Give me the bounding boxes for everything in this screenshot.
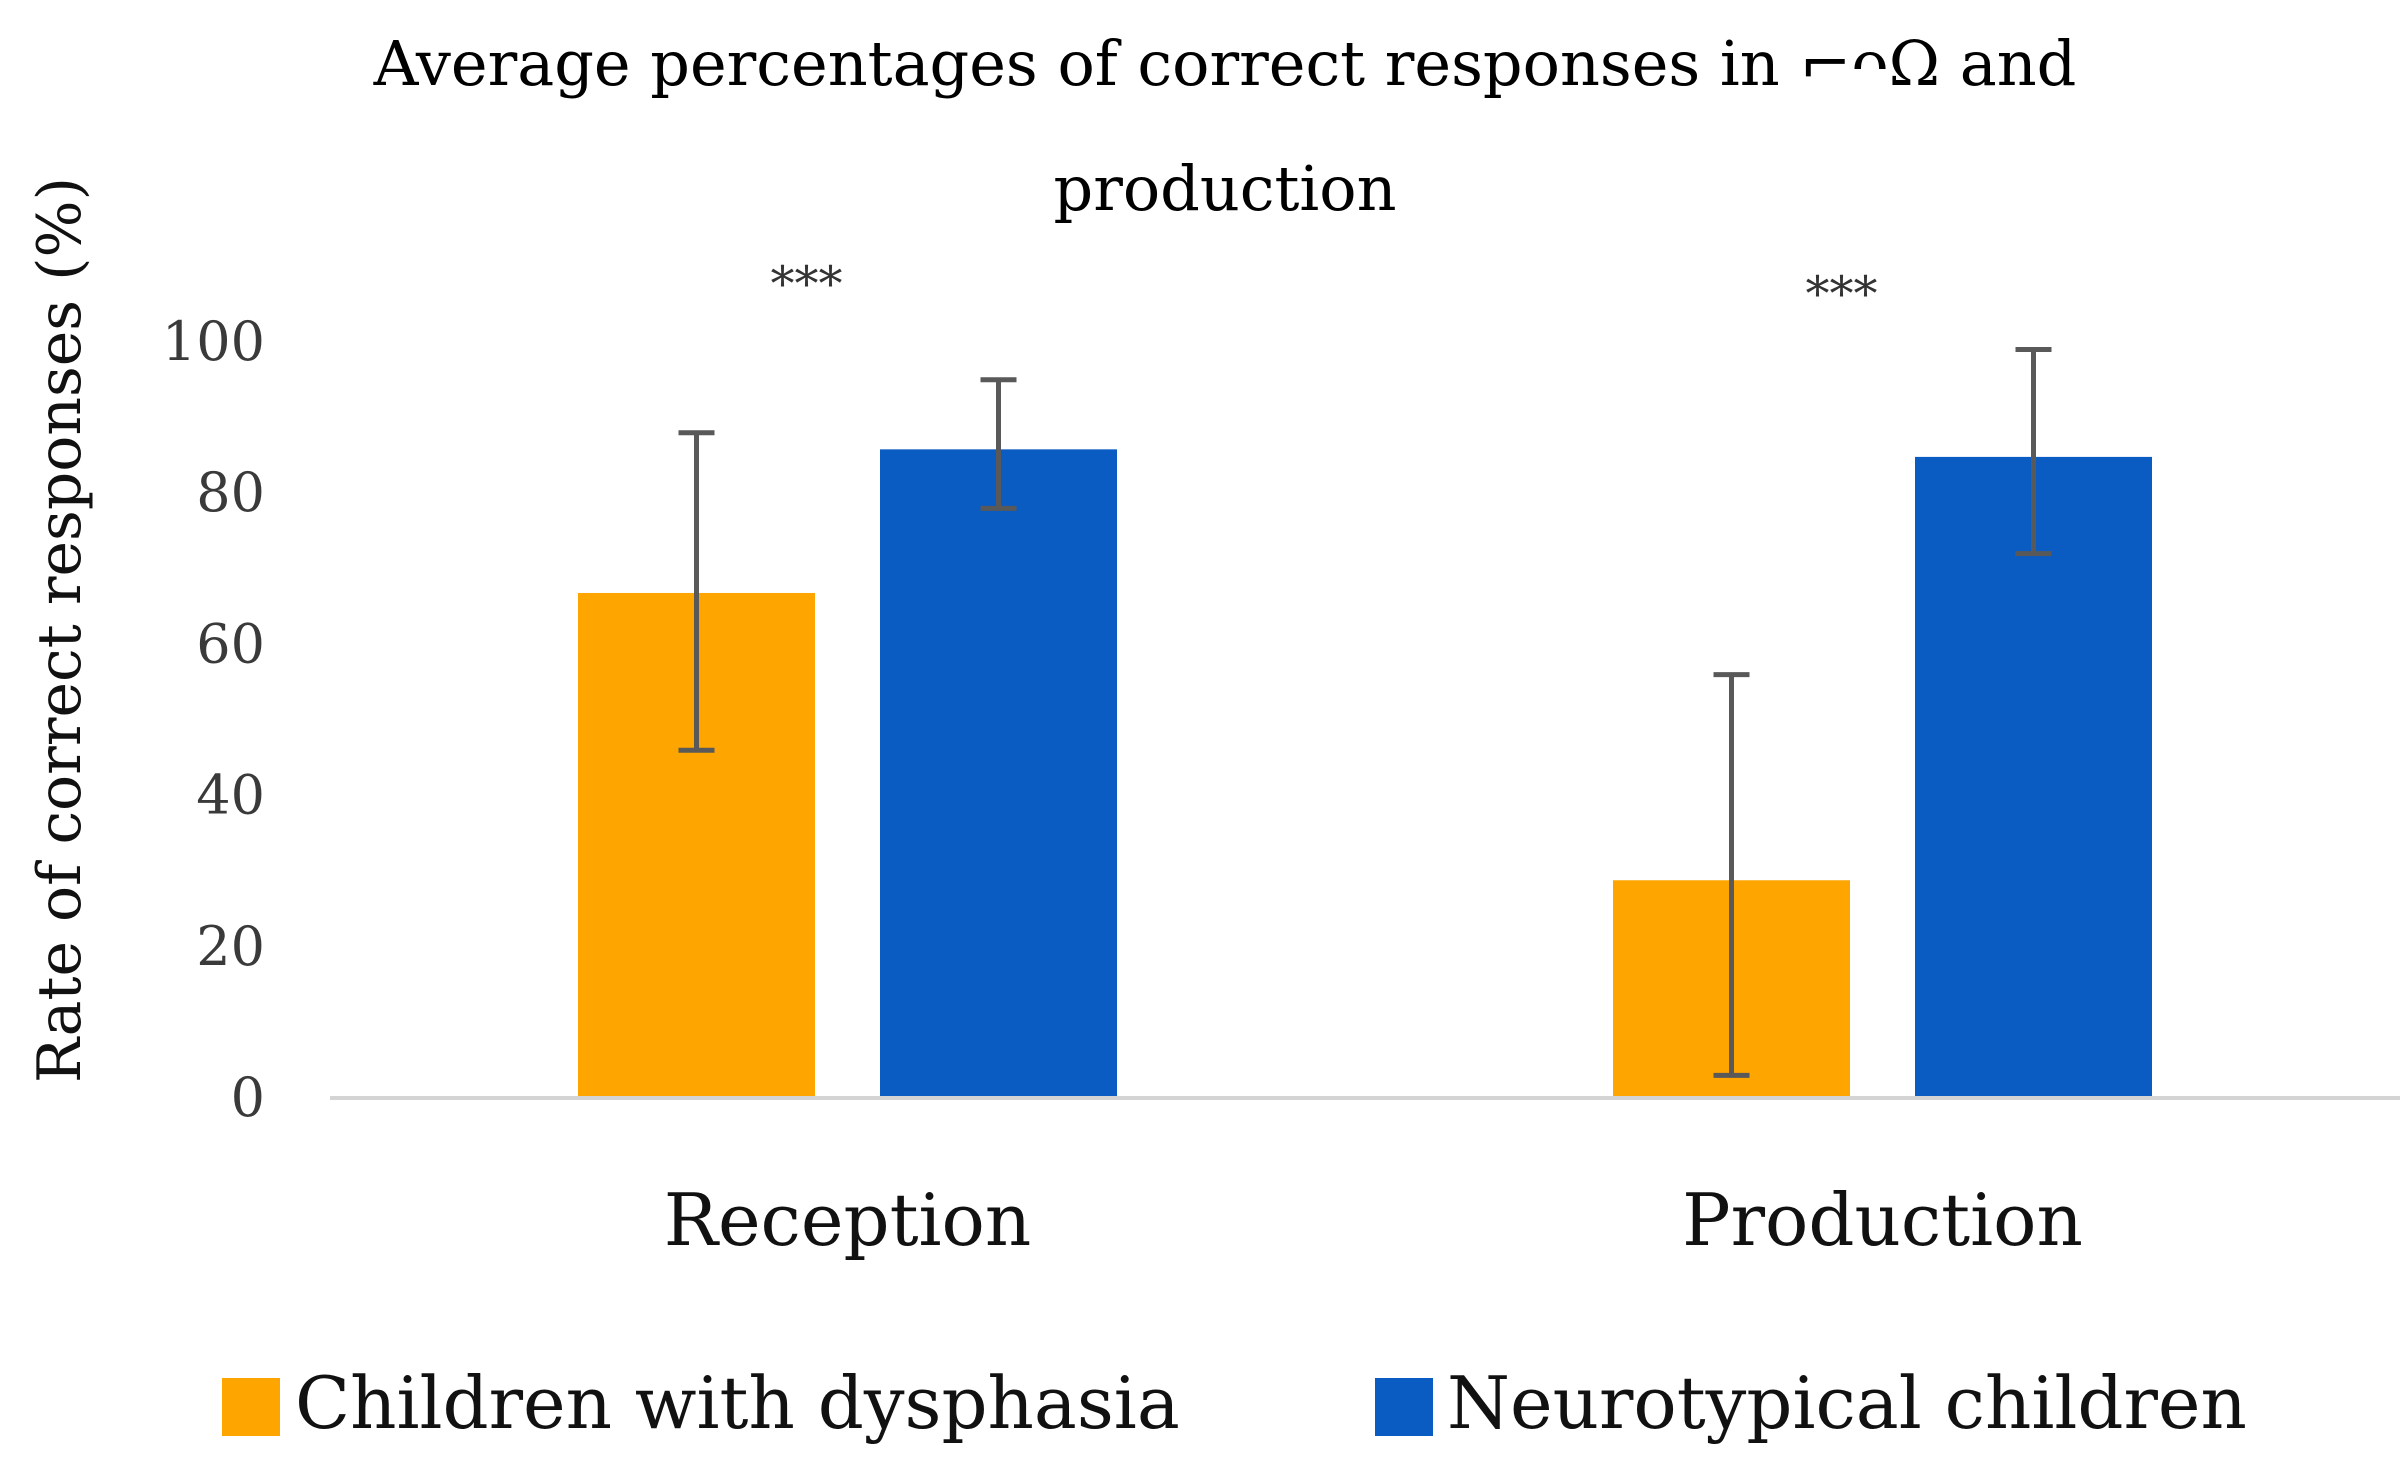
- chart-title: Average percentages of correct responses…: [373, 27, 2077, 225]
- y-axis-label: Rate of correct responses (%): [25, 177, 95, 1083]
- y-tick-label: 100: [162, 310, 265, 373]
- y-tick-label: 60: [196, 612, 265, 675]
- x-axis-categories: Reception Production: [664, 1178, 2083, 1262]
- y-tick-label: 80: [196, 461, 265, 524]
- legend: Children with dysphasia Neurotypical chil…: [222, 1361, 2247, 1445]
- bars: [575, 446, 2155, 1100]
- bar: [877, 446, 1120, 1100]
- x-category-label: Production: [1682, 1178, 2083, 1262]
- error-bars: [678, 347, 2052, 1078]
- significance-annotations: *** ***: [771, 256, 1878, 322]
- significance-label: ***: [771, 256, 843, 312]
- y-tick-label: 20: [196, 915, 265, 978]
- x-category-label: Reception: [664, 1178, 1032, 1262]
- chart-title-line-2: production: [1054, 152, 1397, 225]
- y-tick-label: 0: [231, 1066, 265, 1129]
- legend-swatch: [1375, 1378, 1433, 1436]
- chart-title-line-1: Average percentages of correct responses…: [373, 27, 2077, 100]
- significance-label: ***: [1806, 266, 1878, 322]
- y-tick-label: 40: [196, 764, 265, 827]
- legend-label: Children with dysphasia: [295, 1361, 1180, 1445]
- legend-swatch: [222, 1378, 280, 1436]
- legend-label: Neurotypical children: [1447, 1361, 2247, 1445]
- y-axis-ticks: 0 20 40 60 80 100: [162, 310, 265, 1129]
